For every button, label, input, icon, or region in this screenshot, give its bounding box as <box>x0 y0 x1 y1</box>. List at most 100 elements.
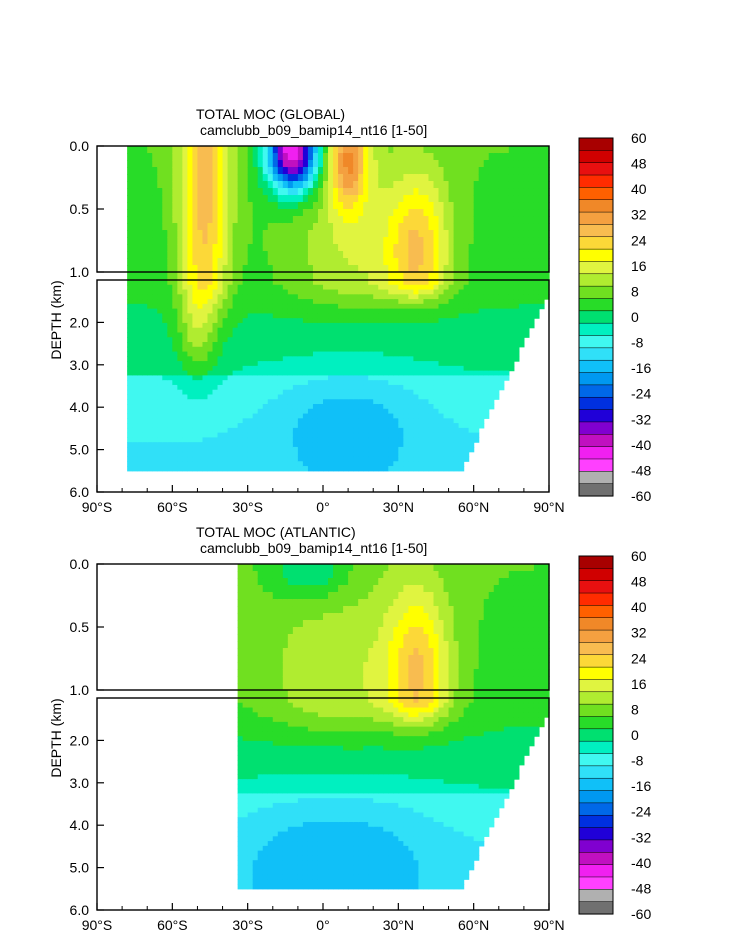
field-cell <box>453 466 460 472</box>
field-cell <box>358 181 364 189</box>
field-cells <box>237 564 550 890</box>
field-cell <box>242 461 249 467</box>
field-cell <box>152 299 158 305</box>
field-cell <box>317 216 324 224</box>
field-cell <box>373 265 379 273</box>
field-cell <box>418 365 425 372</box>
field-cell <box>468 251 475 259</box>
field-cell <box>162 237 168 245</box>
field-cell <box>187 408 194 415</box>
field-cell <box>262 408 269 415</box>
field-cell <box>187 289 194 295</box>
field-cell <box>302 318 309 324</box>
field-cell <box>368 361 374 367</box>
field-cell <box>262 202 269 210</box>
field-cell <box>543 195 550 203</box>
field-cell <box>468 446 475 453</box>
field-cell <box>187 375 194 381</box>
field-cell <box>488 375 495 381</box>
field-cell <box>132 322 138 329</box>
field-cell <box>292 676 299 684</box>
field-cell <box>272 669 279 677</box>
field-cell <box>172 351 178 357</box>
field-cell <box>297 370 304 376</box>
field-cell <box>393 413 399 419</box>
field-cell <box>348 167 354 175</box>
field-cell <box>393 153 399 161</box>
field-cell <box>378 294 384 300</box>
field-cell <box>132 167 138 175</box>
field-cell <box>147 322 153 329</box>
field-cell <box>463 437 470 443</box>
field-cell <box>132 361 138 367</box>
field-cell <box>277 592 284 600</box>
field-cell <box>348 461 354 467</box>
field-cell <box>358 223 364 231</box>
field-cell <box>162 188 168 196</box>
field-cell <box>287 466 294 472</box>
field-cell <box>197 244 204 252</box>
field-cell <box>287 676 294 684</box>
field-cell <box>543 258 550 266</box>
field-cell <box>192 389 199 396</box>
field-cell <box>302 365 309 372</box>
field-cell <box>423 423 430 429</box>
field-cell <box>292 432 299 439</box>
field-cell <box>358 313 364 319</box>
field-cell <box>262 146 269 154</box>
field-cell <box>393 461 399 467</box>
field-cell <box>302 669 309 677</box>
field-cell <box>137 308 143 314</box>
field-cell <box>453 289 460 295</box>
field-cell <box>262 380 269 386</box>
field-cell <box>297 669 304 677</box>
field-cell <box>227 384 234 391</box>
field-cell <box>302 641 309 649</box>
field-cell <box>157 318 163 324</box>
field-cell <box>172 153 178 161</box>
field-cell <box>282 337 289 343</box>
field-cell <box>312 408 319 415</box>
field-cell <box>132 237 138 245</box>
field-cell <box>378 289 384 295</box>
field-cell <box>232 446 239 453</box>
field-cell <box>443 456 450 462</box>
field-cell <box>172 418 178 424</box>
field-cell <box>433 399 440 405</box>
field-cell <box>518 195 525 203</box>
field-cell <box>137 313 143 319</box>
field-cell <box>368 342 374 348</box>
field-cell <box>152 380 158 386</box>
field-cell <box>252 432 259 439</box>
field-cell <box>473 146 480 154</box>
field-cell <box>533 195 540 203</box>
field-cell <box>247 337 254 343</box>
field-cell <box>282 244 289 252</box>
field-cell <box>468 308 475 314</box>
field-cell <box>348 258 354 266</box>
field-cell <box>137 237 143 245</box>
field-cell <box>177 284 183 291</box>
field-cell <box>232 299 239 305</box>
field-cell <box>162 456 168 462</box>
field-cell <box>132 384 138 391</box>
field-cell <box>468 365 475 372</box>
field-cell <box>257 585 264 593</box>
field-cell <box>323 258 329 266</box>
field-cell <box>338 337 344 343</box>
field-cell <box>177 423 183 429</box>
field-cell <box>338 202 344 210</box>
field-cell <box>443 237 450 245</box>
field-cell <box>408 160 414 168</box>
field-cell <box>423 223 430 231</box>
field-cell <box>493 346 500 353</box>
field-cell <box>232 356 239 362</box>
field-cell <box>383 265 389 273</box>
field-cell <box>538 258 545 266</box>
field-cell <box>162 356 168 362</box>
field-cell <box>543 216 550 224</box>
field-cell <box>157 223 163 231</box>
field-cell <box>383 346 389 353</box>
field-cell <box>287 342 294 348</box>
field-cell <box>373 216 379 224</box>
